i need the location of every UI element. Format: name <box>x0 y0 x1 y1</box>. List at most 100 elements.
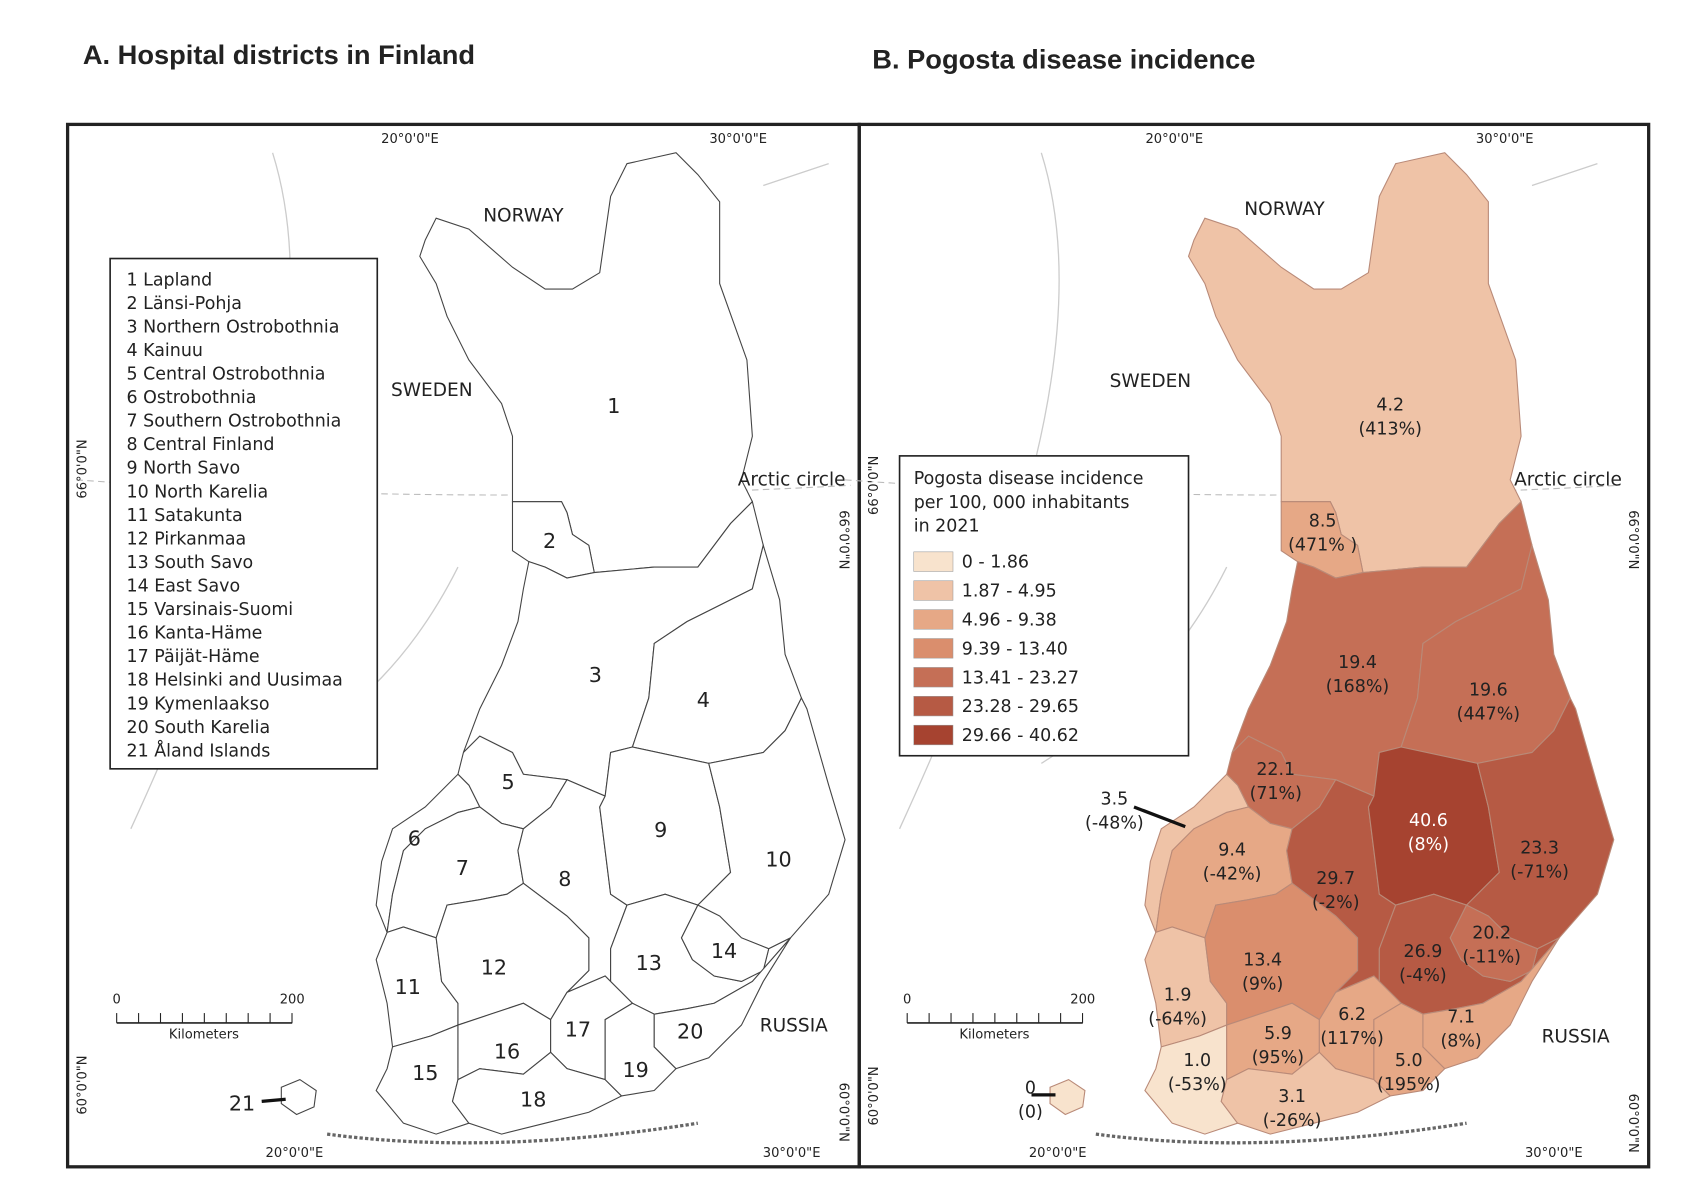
district-a <box>653 937 791 1070</box>
region-change: (-11%) <box>1462 947 1521 967</box>
coast-b <box>1095 1121 1467 1145</box>
region-change: (195%) <box>1377 1075 1440 1095</box>
district-number: 9 <box>654 818 667 842</box>
legend-swatch <box>913 609 954 630</box>
region-change: (8%) <box>1440 1031 1481 1051</box>
region-change: (-53%) <box>1168 1075 1227 1095</box>
coordinate-label: 66°0'0"N <box>867 456 882 515</box>
scale-unit: Kilometers <box>169 1027 239 1042</box>
region-change: (-48%) <box>1085 813 1144 833</box>
region-value: 23.3 <box>1520 838 1559 858</box>
legend-item: 1 Lapland <box>126 270 212 290</box>
district-number: 1 <box>607 394 620 418</box>
legend-class: 9.39 - 13.40 <box>962 639 1068 659</box>
country-label: SWEDEN <box>1110 371 1192 392</box>
district-a <box>280 1078 317 1116</box>
country-label: RUSSIA <box>760 1016 828 1037</box>
region-change: (9%) <box>1242 975 1283 995</box>
region-value: 4.2 <box>1376 396 1404 416</box>
region-value: 13.4 <box>1243 951 1282 971</box>
legend-item: 20 South Karelia <box>126 718 270 738</box>
region-change: (117%) <box>1320 1029 1383 1049</box>
legend-item: 19 Kymenlaakso <box>126 694 269 714</box>
district-number: 15 <box>412 1061 438 1085</box>
district-b <box>1204 882 1359 1026</box>
legend-item: 14 East Savo <box>126 577 240 597</box>
region-change: (471% ) <box>1288 535 1357 555</box>
district-number: 12 <box>481 955 507 979</box>
district-b <box>1049 1078 1086 1116</box>
legend-swatch <box>913 724 954 746</box>
district-a <box>680 904 770 983</box>
scale-max: 200 <box>280 992 305 1007</box>
legend-swatch <box>913 696 954 717</box>
country-label: NORWAY <box>1244 199 1325 220</box>
coast-a <box>326 1121 699 1145</box>
region-change: (-42%) <box>1203 865 1262 885</box>
country-label: SWEDEN <box>391 380 473 401</box>
coordinate-label: 60°0'0"N <box>835 1083 850 1142</box>
legend-item: 9 North Savo <box>126 459 240 479</box>
region-change: (71%) <box>1250 784 1302 804</box>
region-change: (168%) <box>1326 677 1389 697</box>
legend-item: 2 Länsi-Pohja <box>126 294 241 314</box>
legend-class: 29.66 - 40.62 <box>962 726 1079 746</box>
region-value: 5.0 <box>1395 1051 1423 1071</box>
country-label: NORWAY <box>483 206 564 227</box>
district-number: 7 <box>456 856 469 880</box>
region-change: (447%) <box>1457 704 1520 724</box>
scale-unit: Kilometers <box>959 1027 1029 1042</box>
legend-item: 16 Kanta-Häme <box>126 624 262 644</box>
region-change: (-26%) <box>1263 1111 1322 1131</box>
arctic-label: Arctic circle <box>1514 469 1622 490</box>
region-value: 19.6 <box>1469 680 1508 700</box>
legend-title: Pogosta disease incidence <box>914 469 1144 489</box>
legend-swatch <box>913 638 954 659</box>
legend-swatch <box>913 667 954 688</box>
region-value: 9.4 <box>1218 841 1246 861</box>
region-value: 7.1 <box>1447 1007 1475 1027</box>
region-value: 22.1 <box>1256 760 1295 780</box>
coordinate-label: 30°0'0"E <box>763 1146 821 1161</box>
coordinate-label: 66°0'0"N <box>75 439 90 498</box>
pointer <box>261 1097 286 1104</box>
region-value: 26.9 <box>1404 942 1443 962</box>
legend-class: 13.41 - 23.27 <box>962 668 1079 688</box>
region-change: (95%) <box>1252 1048 1304 1068</box>
legend-swatch <box>913 580 954 601</box>
country-label: RUSSIA <box>1542 1027 1610 1048</box>
region-value: 0 <box>1025 1078 1036 1098</box>
district-a <box>604 1002 677 1097</box>
legend-item: 5 Central Ostrobothnia <box>126 365 325 385</box>
legend-swatch <box>913 551 954 572</box>
coordinate-label: 66°0'0"N <box>835 510 850 569</box>
region-value: 40.6 <box>1409 811 1448 831</box>
legend-class: 4.96 - 9.38 <box>962 611 1057 631</box>
district-number: 2 <box>543 529 556 553</box>
legend-box <box>109 257 379 770</box>
legend-item: 13 South Savo <box>126 553 253 573</box>
district-number: 17 <box>565 1018 591 1042</box>
legend-item: 21 Åland Islands <box>126 739 270 761</box>
scale-min: 0 <box>903 992 911 1007</box>
scale-min: 0 <box>113 992 121 1007</box>
panel-a-title: A. Hospital districts in Finland <box>83 39 475 70</box>
legend-item: 4 Kainuu <box>126 341 202 361</box>
district-number: 13 <box>636 951 662 975</box>
legend-class: 1.87 - 4.95 <box>962 582 1057 602</box>
district-number: 11 <box>395 975 421 999</box>
pointer <box>1133 805 1186 829</box>
coordinate-label: 30°0'0"E <box>1525 1146 1583 1161</box>
region-change: (-64%) <box>1148 1010 1207 1030</box>
region-value: 6.2 <box>1338 1005 1366 1025</box>
coordinate-label: 20°0'0"E <box>1029 1146 1087 1161</box>
region-value: 5.9 <box>1264 1024 1292 1044</box>
region-value: 1.9 <box>1164 986 1192 1006</box>
legend-class: 23.28 - 29.65 <box>962 697 1079 717</box>
district-number: 6 <box>408 827 421 851</box>
district-b <box>1449 904 1539 983</box>
coordinate-label: 60°0'0"N <box>867 1066 882 1125</box>
legend-item: 8 Central Finland <box>126 435 274 455</box>
